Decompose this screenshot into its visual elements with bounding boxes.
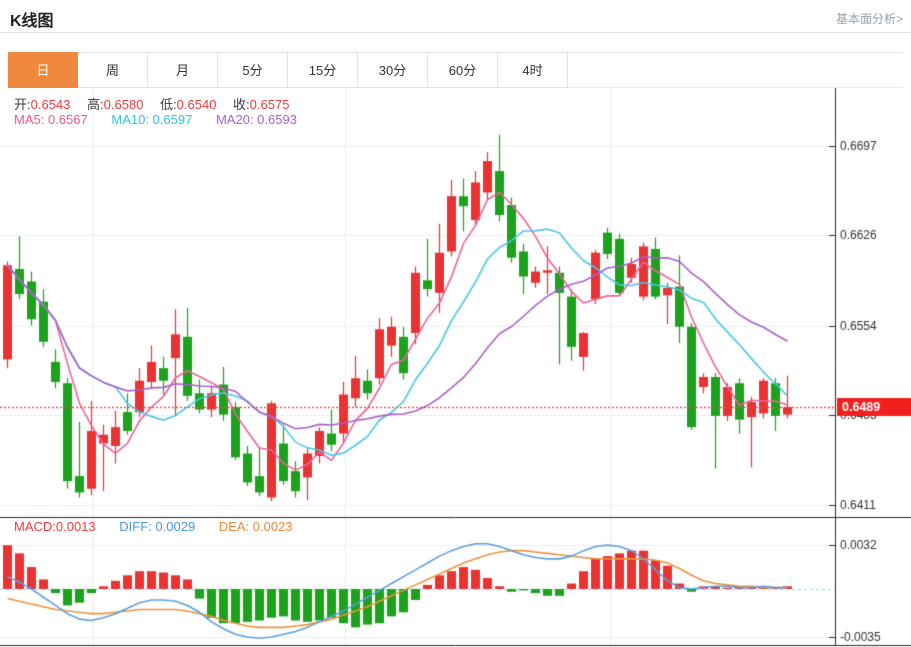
dea-label: DEA: xyxy=(218,519,250,534)
diff-label: DIFF: xyxy=(119,519,152,534)
tab-15min[interactable]: 15分 xyxy=(288,52,358,88)
macd-value: 0.0013 xyxy=(55,519,96,534)
open-label: 开: xyxy=(14,97,31,112)
open-value: 0.6543 xyxy=(30,97,71,112)
ma20-label: MA20: xyxy=(215,112,254,127)
close-label: 收: xyxy=(233,97,250,112)
dea-value: 0.0023 xyxy=(252,519,293,534)
tab-60min[interactable]: 60分 xyxy=(428,52,498,88)
macd-label: MACD: xyxy=(14,519,56,534)
ma20-value: 0.6593 xyxy=(257,112,297,127)
low-label: 低: xyxy=(160,97,177,112)
tab-4hour[interactable]: 4时 xyxy=(498,52,568,88)
ma5-label: MA5: xyxy=(14,112,45,127)
tab-5min[interactable]: 5分 xyxy=(218,52,288,88)
page-title: K线图 xyxy=(10,13,54,30)
tab-day[interactable]: 日 xyxy=(8,52,78,88)
ohlc-readout: 开:0.6543 高:0.6580 低:0.6540 收:0.6575 xyxy=(14,94,289,113)
high-value: 0.6580 xyxy=(103,97,144,112)
tab-week[interactable]: 周 xyxy=(78,52,148,88)
tab-month[interactable]: 月 xyxy=(148,52,218,88)
header: K线图 基本面分析> xyxy=(0,0,911,33)
ma5-value: 0.6567 xyxy=(47,112,88,127)
tab-30min[interactable]: 30分 xyxy=(358,52,428,88)
fundamental-analysis-link[interactable]: 基本面分析> xyxy=(835,12,903,26)
ma10-label: MA10: xyxy=(111,112,149,127)
macd-readout: MACD:0.0013 DIFF: 0.0029 DEA: 0.0023 xyxy=(14,519,293,534)
diff-value: 0.0029 xyxy=(155,519,196,534)
ma10-value: 0.6597 xyxy=(152,112,193,127)
tabbar-filler xyxy=(568,52,903,88)
low-value: 0.6540 xyxy=(176,97,217,112)
close-value: 0.6575 xyxy=(249,97,290,112)
ma-readout: MA5: 0.6567 MA10: 0.6597 MA20: 0.6593 xyxy=(14,112,297,127)
timeframe-tabs: 日 周 月 5分 15分 30分 60分 4时 xyxy=(8,52,903,88)
high-label: 高: xyxy=(87,97,104,112)
